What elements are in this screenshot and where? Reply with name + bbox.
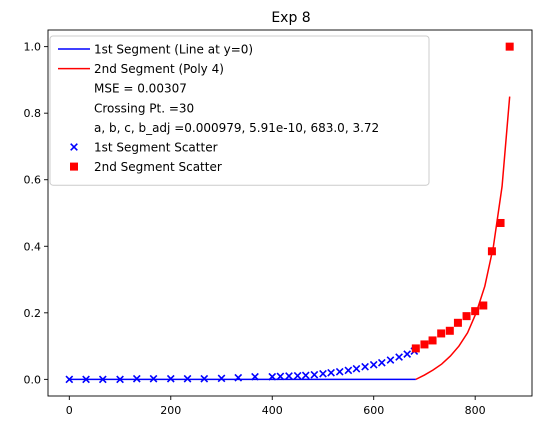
y-tick-label: 0.2 [24, 307, 42, 320]
x-tick-label: 0 [66, 404, 73, 417]
axes-frame [47, 29, 533, 397]
x-marker-stroke [268, 372, 277, 381]
segment1-scatter-point [369, 360, 378, 369]
segment2-scatter-point [453, 318, 462, 327]
segment1-scatter-point [386, 356, 395, 364]
x-marker-stroke [377, 358, 386, 367]
x-marker-stroke [149, 374, 158, 383]
segment1-scatter-point [234, 373, 243, 382]
segment2-scatter-point [437, 329, 446, 338]
segment1-scatter-point [65, 375, 74, 384]
x-tick-label: 200 [160, 404, 181, 417]
y-tick-label: 1.0 [24, 41, 42, 54]
segment1-scatter-point [166, 374, 175, 383]
x-marker-stroke [65, 375, 74, 384]
segment1-scatter-point [82, 375, 90, 384]
segment1-scatter-point [301, 371, 310, 380]
segment1-scatter-point [327, 368, 335, 377]
segment1-scatter-point [395, 353, 403, 361]
segment1-scatter-point [251, 372, 259, 381]
legend-label: a, b, c, b_adj =0.000979, 5.91e-10, 683.… [94, 121, 379, 135]
y-tick-label: 0.0 [24, 373, 42, 386]
axes: 0 200 400 600 800 0.0 0.2 0.4 0.6 0.8 1.0 [24, 29, 533, 417]
y-tick-label: 0.8 [24, 107, 42, 120]
segment2-scatter-point [411, 344, 420, 353]
segment1-scatter-point [361, 362, 369, 371]
segment1-scatter-point [403, 350, 412, 358]
x-marker-stroke [386, 356, 395, 364]
segment1-scatter-point [285, 372, 293, 380]
legend-label: 1st Segment Scatter [94, 141, 218, 155]
segment1-scatter-point [200, 374, 209, 383]
legend-label: 2nd Segment Scatter [94, 160, 222, 174]
segment1-scatter-point [344, 366, 353, 375]
x-marker-stroke [361, 362, 369, 371]
segment2-scatter-point [496, 218, 505, 227]
chart-title: Exp 8 [271, 10, 310, 26]
segment1-scatter-point [377, 358, 386, 367]
legend-x-marker [70, 143, 78, 151]
segment2-scatter-point [445, 326, 454, 335]
segment2-scatter-point [505, 42, 514, 51]
y-tick-label: 0.6 [24, 174, 42, 187]
x-marker-stroke [301, 371, 310, 380]
x-tick-label: 400 [262, 404, 283, 417]
x-marker-stroke [285, 372, 293, 380]
segment1-scatter-point [149, 374, 158, 383]
segment1-scatter-point [276, 372, 285, 381]
x-marker-stroke [310, 370, 319, 379]
segment2-line [415, 96, 511, 381]
x-marker-stroke [293, 371, 302, 380]
x-marker-stroke [352, 364, 361, 373]
plot-area [65, 42, 514, 384]
segment1-scatter-point [268, 372, 277, 381]
segment1-scatter-point [319, 369, 327, 378]
x-marker-stroke [344, 366, 353, 375]
legend-label: Crossing Pt. =30 [94, 101, 194, 115]
x-marker-stroke [395, 353, 403, 361]
segment1-scatter-point [217, 374, 226, 383]
x-marker-stroke [217, 374, 226, 383]
x-marker-stroke [319, 369, 327, 378]
x-marker-stroke [166, 374, 175, 383]
x-marker-stroke [251, 372, 259, 381]
segment1-scatter-point [293, 371, 302, 380]
x-tick-label: 600 [363, 404, 384, 417]
y-tick-label: 0.4 [24, 240, 42, 253]
x-marker-stroke [132, 374, 141, 383]
legend: 1st Segment (Line at y=0) 2nd Segment (Po… [49, 35, 430, 186]
x-marker-stroke [183, 374, 192, 383]
x-marker-stroke [327, 368, 335, 377]
segment2-scatter-point [420, 340, 429, 349]
x-marker-stroke [234, 373, 243, 382]
legend-label: 1st Segment (Line at y=0) [94, 43, 253, 57]
segment1-scatter-point [98, 375, 107, 384]
x-marker-stroke [70, 143, 78, 151]
segment2-scatter-point [479, 301, 488, 310]
segment1-scatter-point [132, 374, 141, 383]
segment1-scatter-point [310, 370, 319, 379]
x-marker-stroke [369, 360, 378, 369]
segment1-scatter-point [352, 364, 361, 373]
segment2-scatter-point [462, 312, 471, 321]
legend-box [49, 35, 430, 186]
legend-label: 2nd Segment (Poly 4) [94, 62, 224, 76]
segment1-scatter-point [116, 375, 124, 384]
x-marker-stroke [276, 372, 285, 381]
segment1-scatter-point [335, 367, 344, 376]
x-marker-stroke [200, 374, 209, 383]
segment2-scatter-point [428, 336, 437, 345]
legend-label: MSE = 0.00307 [94, 82, 187, 96]
segment1-scatter-point [183, 374, 192, 383]
x-marker-stroke [98, 375, 107, 384]
x-marker-stroke [403, 350, 412, 358]
segment2-scatter-point [487, 247, 496, 256]
x-marker-stroke [335, 367, 344, 376]
legend-square-marker [70, 162, 78, 171]
x-marker-stroke [82, 375, 90, 384]
x-marker-stroke [116, 375, 124, 384]
segment2-scatter-point [471, 307, 480, 316]
x-tick-label: 800 [465, 404, 486, 417]
